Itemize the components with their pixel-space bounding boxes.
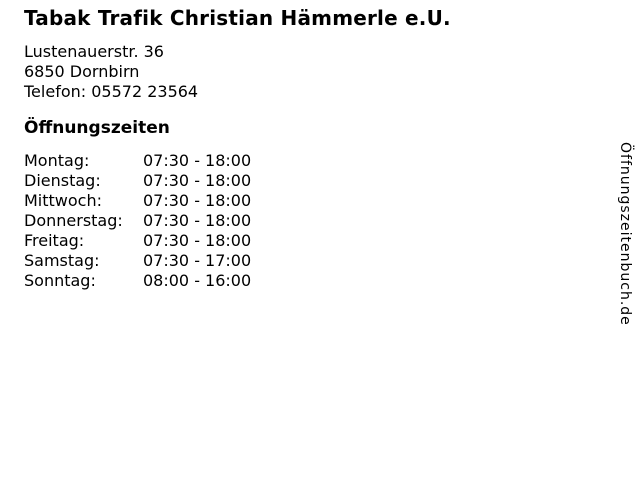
day-label: Mittwoch: <box>24 191 102 210</box>
business-name: Tabak Trafik Christian Hämmerle e.U. <box>24 6 451 30</box>
time-value: 07:30 - 18:00 <box>143 211 252 230</box>
table-row: Dienstag: 07:30 - 18:00 <box>24 171 251 191</box>
address-street: Lustenauerstr. 36 <box>24 42 164 61</box>
address-block: Lustenauerstr. 36 6850 Dornbirn Telefon:… <box>24 42 640 102</box>
time-value: 07:30 - 18:00 <box>143 171 252 190</box>
address-city: 6850 Dornbirn <box>24 62 140 81</box>
day-label: Freitag: <box>24 231 85 250</box>
table-row: Montag: 07:30 - 18:00 <box>24 151 251 171</box>
opening-hours-table: Montag: 07:30 - 18:00 Dienstag: 07:30 - … <box>24 151 251 291</box>
time-value: 08:00 - 16:00 <box>143 271 252 290</box>
time-value: 07:30 - 18:00 <box>143 151 252 170</box>
time-value: 07:30 - 17:00 <box>143 251 252 270</box>
watermark-vertical-text: Öffnungszeitenbuch.de <box>617 142 633 326</box>
time-value: 07:30 - 18:00 <box>143 231 252 250</box>
day-label: Donnerstag: <box>24 211 123 230</box>
table-row: Mittwoch: 07:30 - 18:00 <box>24 191 251 211</box>
opening-hours-heading: Öffnungszeiten <box>24 118 170 138</box>
table-row: Donnerstag: 07:30 - 18:00 <box>24 211 251 231</box>
day-label: Dienstag: <box>24 171 101 190</box>
phone-line: Telefon: 05572 23564 <box>24 82 199 101</box>
day-label: Sonntag: <box>24 271 96 290</box>
day-label: Montag: <box>24 151 90 170</box>
table-row: Sonntag: 08:00 - 16:00 <box>24 271 251 291</box>
time-value: 07:30 - 18:00 <box>143 191 252 210</box>
table-row: Freitag: 07:30 - 18:00 <box>24 231 251 251</box>
table-row: Samstag: 07:30 - 17:00 <box>24 251 251 271</box>
day-label: Samstag: <box>24 251 100 270</box>
